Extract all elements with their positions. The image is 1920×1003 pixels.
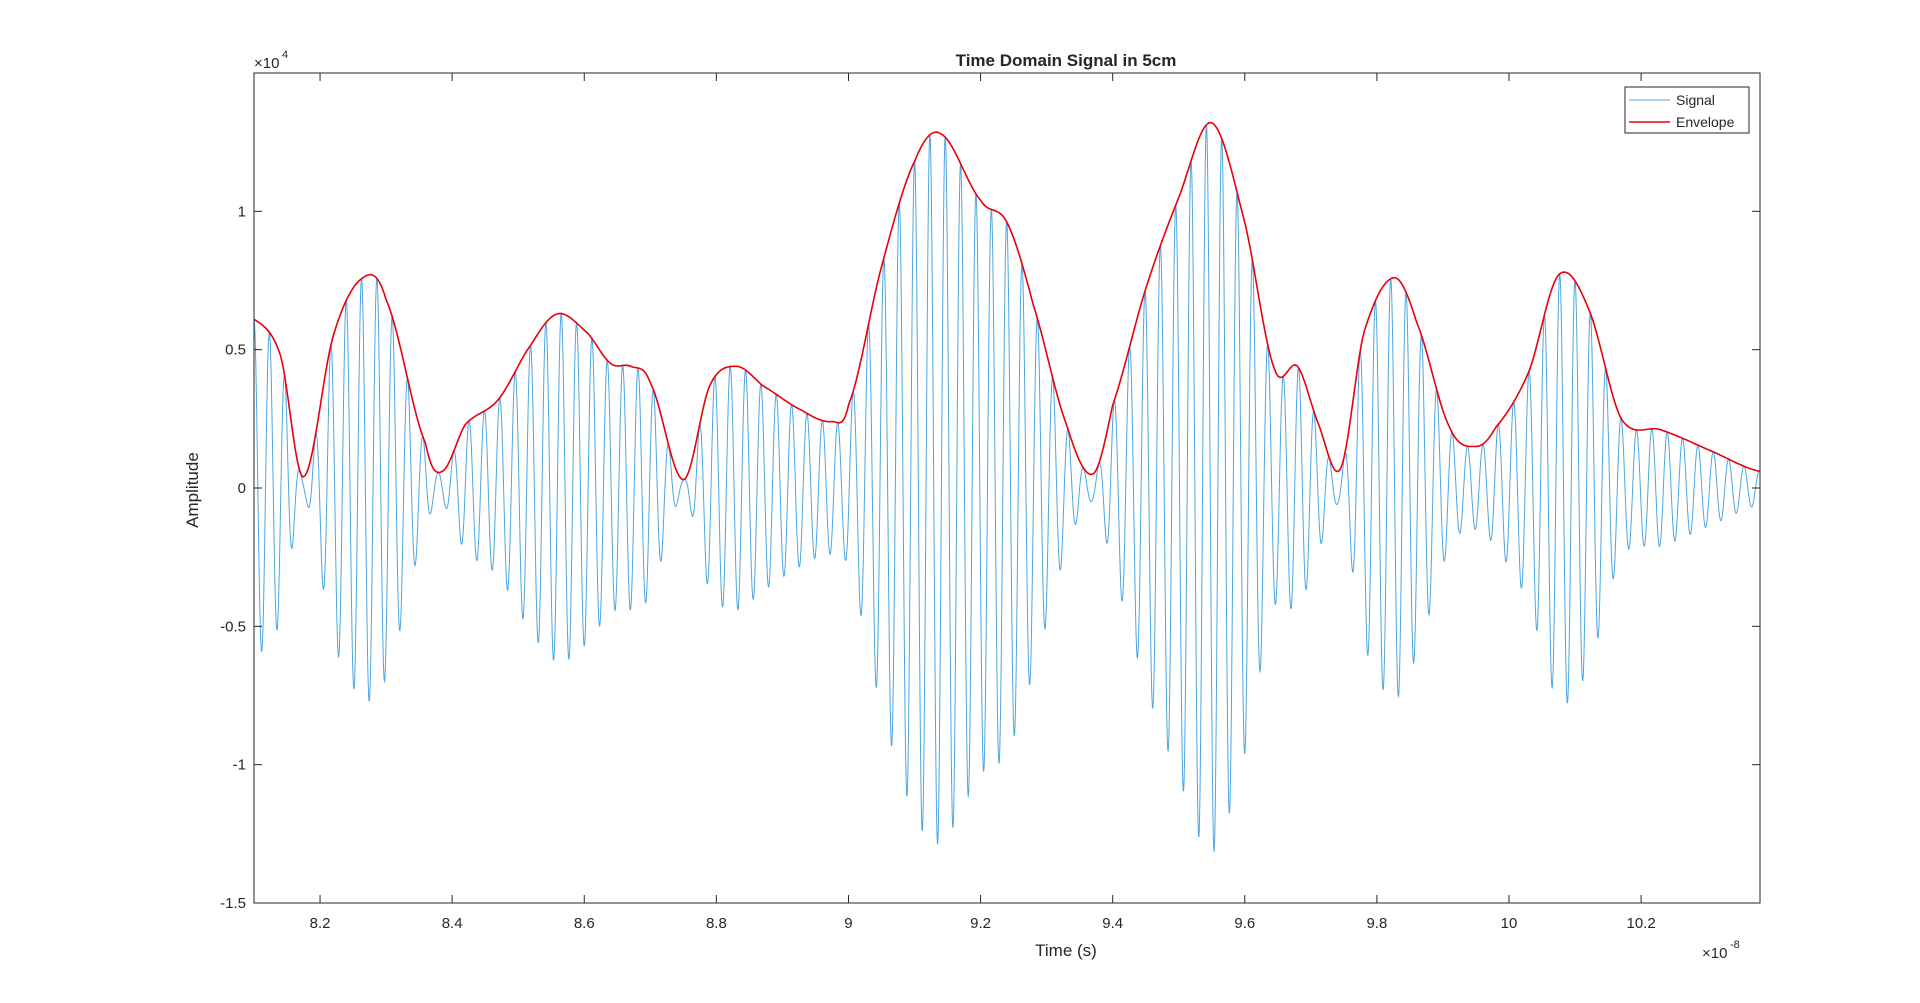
x-tick-label: 8.2 xyxy=(310,915,331,932)
legend-signal-label: Signal xyxy=(1676,92,1715,108)
y-exponent-power: 4 xyxy=(282,49,288,61)
axes-background xyxy=(254,73,1760,903)
y-tick-label: -1.5 xyxy=(220,895,246,912)
x-tick-label: 10 xyxy=(1501,915,1518,932)
chart-title: Time Domain Signal in 5cm xyxy=(956,51,1177,70)
x-axis-ticks: 8.2 8.4 8.6 8.8 9 9.2 9.4 9.6 9.8 10 10.2 xyxy=(310,73,1656,932)
plot-area xyxy=(253,72,1761,904)
legend-envelope-label: Envelope xyxy=(1676,114,1735,130)
x-axis-label: Time (s) xyxy=(1035,941,1097,960)
signal-line xyxy=(254,124,1760,852)
envelope-line xyxy=(254,121,1760,481)
x-tick-label: 9.6 xyxy=(1234,915,1255,932)
y-exponent-base: ×10 xyxy=(254,55,279,72)
y-tick-label: 0 xyxy=(238,480,246,497)
envelope-series xyxy=(254,121,1760,481)
y-tick-label: -1 xyxy=(233,757,246,774)
x-tick-label: 9.8 xyxy=(1366,915,1387,932)
y-tick-label: 0.5 xyxy=(225,342,246,359)
x-tick-label: 9 xyxy=(844,915,852,932)
y-axis-ticks: -1.5 -1 -0.5 0 0.5 1 xyxy=(220,203,1760,912)
legend: Signal Envelope xyxy=(1624,86,1750,134)
legend-box xyxy=(1624,86,1750,134)
y-tick-label: 1 xyxy=(238,203,246,220)
x-tick-label: 8.6 xyxy=(574,915,595,932)
x-tick-label: 10.2 xyxy=(1627,915,1656,932)
x-exponent-power: -8 xyxy=(1730,939,1740,951)
x-tick-label: 8.4 xyxy=(442,915,463,932)
x-tick-label: 9.2 xyxy=(970,915,991,932)
y-axis-label: Amplitude xyxy=(183,452,202,528)
signal-series xyxy=(254,124,1760,852)
y-tick-label: -0.5 xyxy=(220,618,246,635)
x-tick-label: 8.8 xyxy=(706,915,727,932)
x-tick-label: 9.4 xyxy=(1102,915,1123,932)
x-exponent-base: ×10 xyxy=(1702,945,1727,962)
